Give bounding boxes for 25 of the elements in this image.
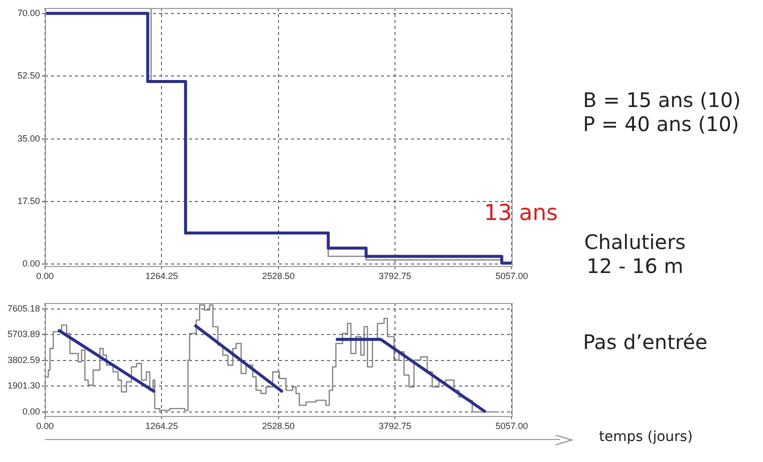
text: B = 15 ans (10) P = 40 ans (10): [583, 88, 741, 136]
y-tick-label: 7605.18: [7, 304, 40, 314]
x-tick-label: 3792.75: [378, 270, 412, 281]
x-tick-label: 0.00: [36, 420, 54, 431]
x-tick-label: 5057.00: [495, 270, 528, 281]
y-tick-label: 70.00: [17, 8, 40, 18]
x-tick-label: 1264.25: [145, 420, 178, 431]
x-tick-label: 1264.25: [145, 270, 178, 281]
x-tick-label: 3792.75: [378, 420, 412, 431]
x-tick-label: 5057.00: [495, 420, 528, 431]
y-tick-label: 35.00: [17, 133, 40, 144]
y-tick-label: 5703.89: [7, 329, 40, 340]
text: Chalutiers 12 - 16 m: [583, 230, 687, 278]
x-axis-title: temps (jours): [599, 429, 693, 445]
y-tick-label: 0.00: [22, 406, 40, 416]
x-tick-label: 2528.50: [262, 420, 295, 431]
x-tick-label: 2528.50: [262, 270, 295, 281]
y-tick-label: 52.50: [17, 70, 40, 81]
annotation: 13 ans: [484, 201, 558, 226]
y-tick-label: 17.50: [17, 196, 40, 206]
text: Pas d’entrée: [583, 330, 708, 354]
y-tick-label: 0.00: [22, 258, 40, 269]
x-tick-label: 0.00: [36, 270, 54, 281]
y-tick-label: 3802.59: [7, 354, 40, 365]
y-tick-label: 1901.30: [7, 380, 40, 391]
